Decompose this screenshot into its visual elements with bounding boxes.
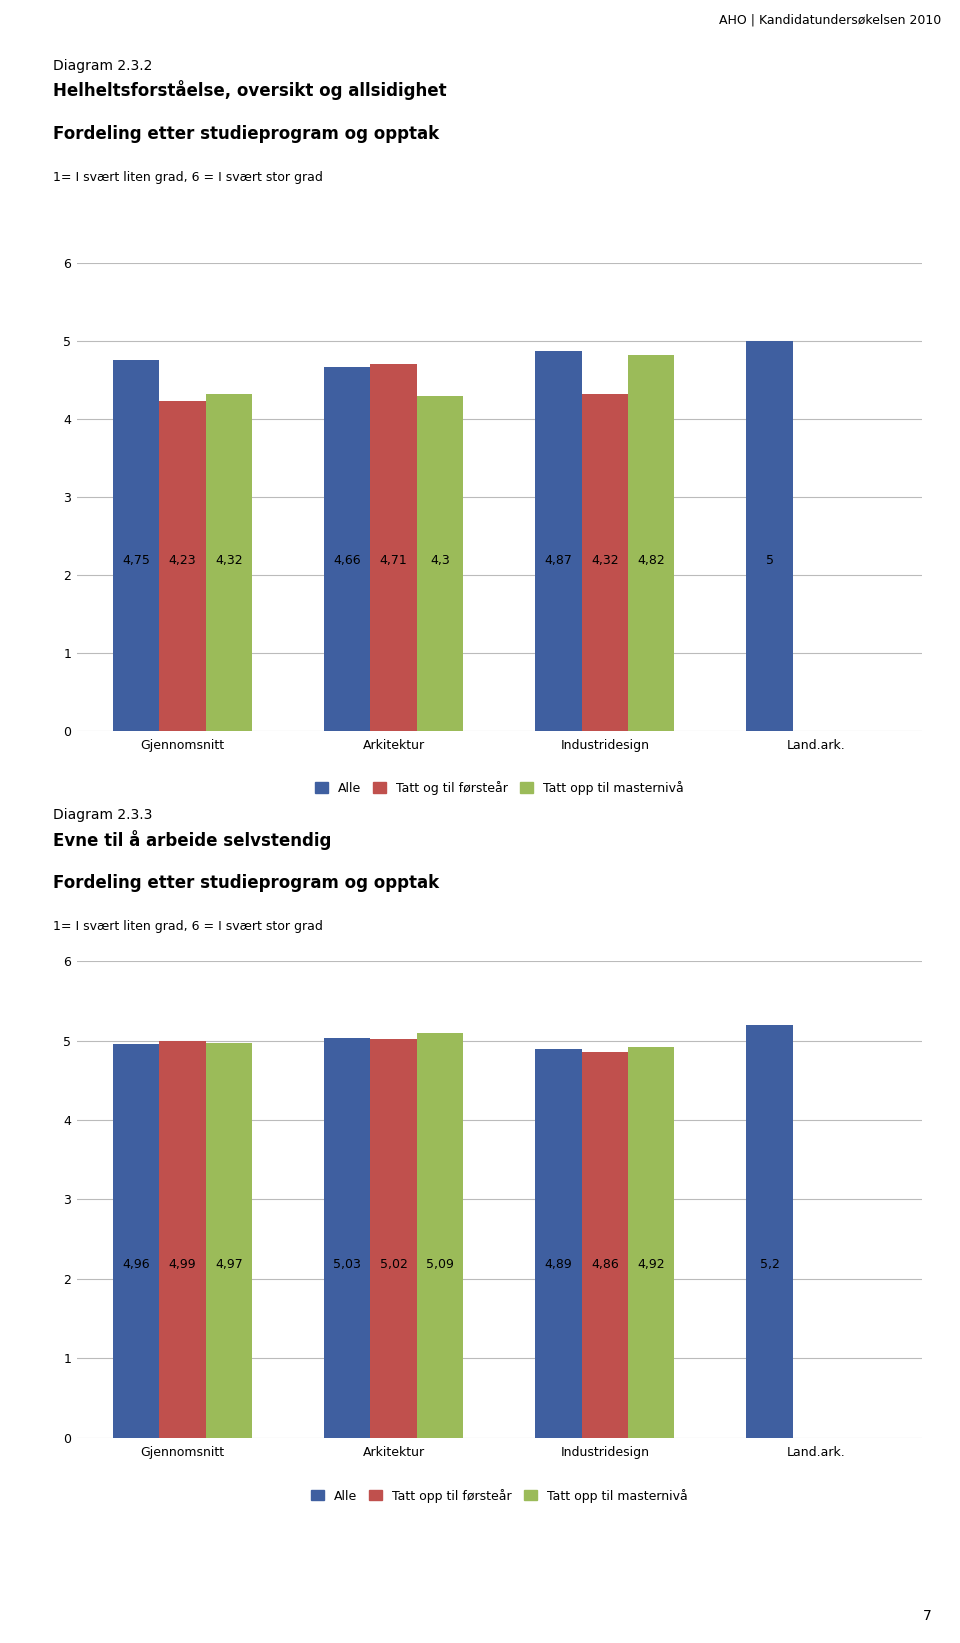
Text: 4,96: 4,96 xyxy=(122,1259,150,1272)
Bar xyxy=(324,1038,371,1438)
Text: 4,32: 4,32 xyxy=(591,554,618,567)
Text: Evne til å arbeide selvstendig: Evne til å arbeide selvstendig xyxy=(53,830,331,849)
Text: Diagram 2.3.2: Diagram 2.3.2 xyxy=(53,59,153,74)
Text: 4,92: 4,92 xyxy=(637,1259,665,1272)
Bar xyxy=(112,1043,159,1438)
Text: 1= I svært liten grad, 6 = I svært stor grad: 1= I svært liten grad, 6 = I svært stor … xyxy=(53,920,323,933)
Text: Fordeling etter studieprogram og opptak: Fordeling etter studieprogram og opptak xyxy=(53,125,439,143)
Text: 5,2: 5,2 xyxy=(759,1259,780,1272)
Text: 4,82: 4,82 xyxy=(637,554,665,567)
Text: 4,3: 4,3 xyxy=(430,554,450,567)
Bar xyxy=(417,1033,464,1438)
Text: 4,87: 4,87 xyxy=(544,554,572,567)
Text: 4,99: 4,99 xyxy=(169,1259,196,1272)
Text: 4,86: 4,86 xyxy=(591,1259,618,1272)
Bar xyxy=(159,401,205,731)
Text: 7: 7 xyxy=(923,1608,931,1623)
Text: 1= I svært liten grad, 6 = I svært stor grad: 1= I svært liten grad, 6 = I svært stor … xyxy=(53,171,323,184)
Bar xyxy=(159,1042,205,1438)
Legend: Alle, Tatt og til førsteår, Tatt opp til masternivå: Alle, Tatt og til førsteår, Tatt opp til… xyxy=(310,775,688,800)
Text: 4,89: 4,89 xyxy=(544,1259,572,1272)
Bar xyxy=(535,1050,582,1438)
Bar xyxy=(205,394,252,731)
Text: 4,71: 4,71 xyxy=(380,554,407,567)
Bar xyxy=(324,368,371,731)
Bar xyxy=(205,1043,252,1438)
Text: 5,03: 5,03 xyxy=(333,1259,361,1272)
Text: Fordeling etter studieprogram og opptak: Fordeling etter studieprogram og opptak xyxy=(53,874,439,892)
Bar xyxy=(746,342,793,731)
Text: 5: 5 xyxy=(765,554,774,567)
Bar xyxy=(535,352,582,731)
Bar xyxy=(371,363,417,731)
Text: 5,02: 5,02 xyxy=(379,1259,408,1272)
Bar xyxy=(582,1052,628,1438)
Text: 4,75: 4,75 xyxy=(122,554,150,567)
Bar xyxy=(371,1038,417,1438)
Bar xyxy=(417,396,464,731)
Text: 4,32: 4,32 xyxy=(215,554,243,567)
Bar xyxy=(628,355,675,731)
Text: 4,66: 4,66 xyxy=(333,554,361,567)
Bar xyxy=(112,360,159,731)
Text: 4,97: 4,97 xyxy=(215,1259,243,1272)
Bar xyxy=(582,394,628,731)
Text: AHO | Kandidatundersøkelsen 2010: AHO | Kandidatundersøkelsen 2010 xyxy=(718,13,941,26)
Bar xyxy=(628,1047,675,1438)
Text: 5,09: 5,09 xyxy=(426,1259,454,1272)
Bar xyxy=(746,1025,793,1438)
Text: Helheltsforståelse, oversikt og allsidighet: Helheltsforståelse, oversikt og allsidig… xyxy=(53,81,446,100)
Text: Diagram 2.3.3: Diagram 2.3.3 xyxy=(53,808,153,823)
Text: 4,23: 4,23 xyxy=(169,554,196,567)
Legend: Alle, Tatt opp til førsteår, Tatt opp til masternivå: Alle, Tatt opp til førsteår, Tatt opp ti… xyxy=(306,1484,692,1508)
